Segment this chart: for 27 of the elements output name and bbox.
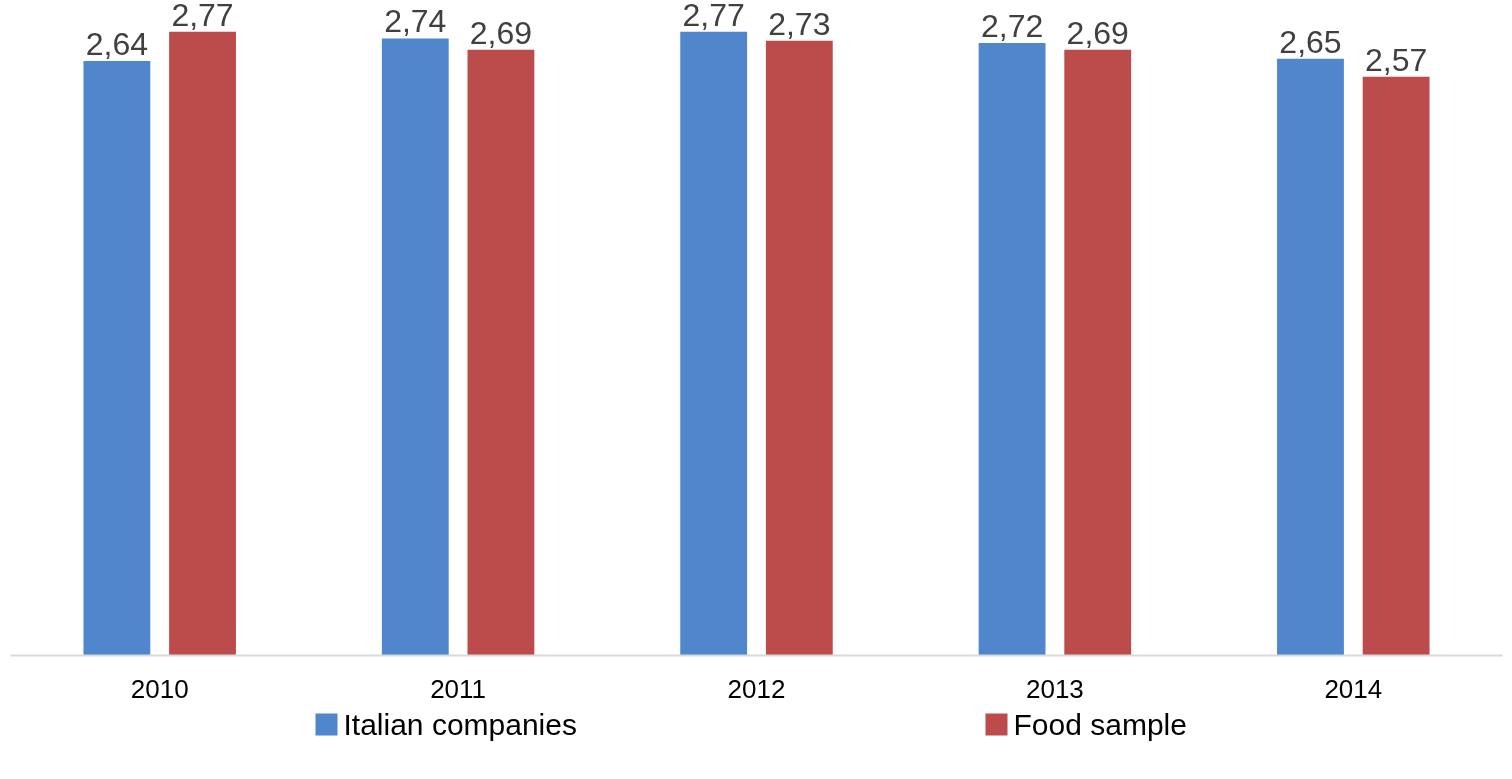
bar xyxy=(765,40,833,656)
x-tick-label: 2013 xyxy=(1025,673,1084,704)
data-label: 2,77 xyxy=(171,0,234,33)
bar xyxy=(680,31,748,656)
bar xyxy=(1277,58,1344,656)
bar xyxy=(83,60,151,656)
bar xyxy=(467,49,535,656)
bar xyxy=(978,42,1046,656)
data-label: 2,64 xyxy=(85,25,149,62)
x-tick-label: 2014 xyxy=(1324,673,1383,704)
bar xyxy=(381,38,449,656)
data-label: 2,72 xyxy=(980,7,1044,44)
legend-label: Italian companies xyxy=(343,708,577,741)
data-label: 2,69 xyxy=(469,14,533,51)
bar xyxy=(1064,49,1132,656)
legend-label: Food sample xyxy=(1013,708,1187,741)
data-label: 2,74 xyxy=(384,3,447,40)
data-label: 2,65 xyxy=(1279,23,1342,60)
bar xyxy=(169,31,236,656)
data-label: 2,73 xyxy=(768,5,831,42)
bar xyxy=(1362,76,1430,656)
x-tick-label: 2010 xyxy=(130,673,189,704)
x-tick-label: 2012 xyxy=(727,673,786,704)
data-label: 2,77 xyxy=(682,0,745,33)
x-tick-label: 2011 xyxy=(430,673,487,704)
data-label: 2,57 xyxy=(1364,41,1428,78)
data-label: 2,69 xyxy=(1066,14,1129,51)
